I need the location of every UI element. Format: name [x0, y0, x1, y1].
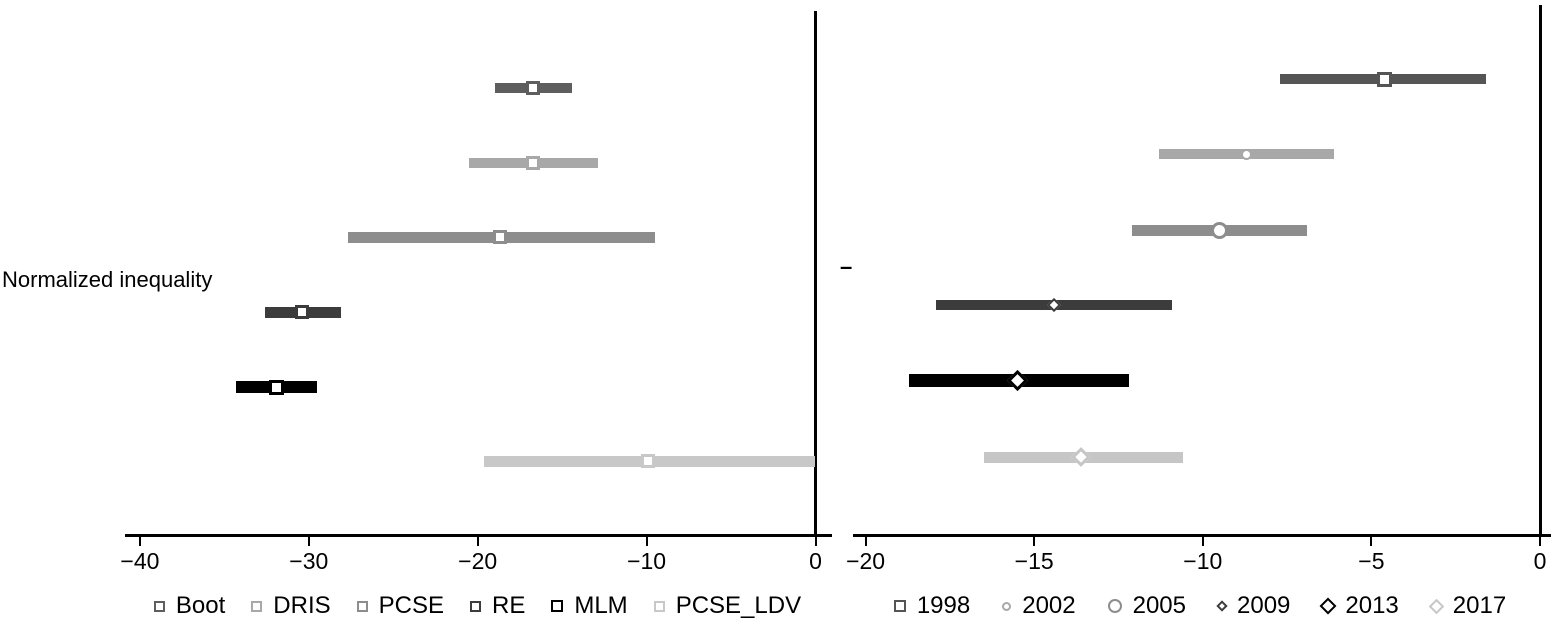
estimate-marker-dris — [526, 156, 541, 170]
legend-diamond-icon — [1216, 600, 1228, 612]
axis-tick — [1370, 534, 1373, 546]
estimate-marker-pcse_ldv — [641, 454, 656, 468]
legend-label: 2013 — [1345, 592, 1399, 619]
legend-left: Boot DRIS PCSE RE MLM PCSE_LDV — [120, 593, 835, 619]
zero-reference-line — [1538, 5, 1542, 535]
legend-label: 2005 — [1132, 592, 1186, 619]
axis-tick — [476, 534, 479, 546]
legend-item-2013[interactable]: 2013 — [1319, 592, 1399, 619]
legend-square-icon — [653, 600, 665, 612]
estimate-marker-2002 — [1241, 148, 1253, 160]
legend-label: PCSE_LDV — [675, 592, 802, 619]
legend-item-boot[interactable]: Boot — [153, 592, 226, 619]
zero-reference-line — [814, 11, 817, 535]
legend-label: Boot — [175, 592, 226, 619]
legend-label: DRIS — [273, 592, 331, 619]
category-label-right-dash: – — [840, 254, 853, 279]
estimate-marker-2017 — [1071, 447, 1092, 467]
tick-label: −40 — [120, 548, 160, 574]
axis-tick — [645, 534, 648, 546]
estimate-marker-boot — [526, 81, 541, 95]
legend-item-2005[interactable]: 2005 — [1107, 592, 1186, 619]
legend-item-2009[interactable]: 2009 — [1216, 592, 1291, 619]
legend-square-icon — [470, 600, 481, 612]
legend-square-icon — [551, 600, 564, 612]
axis-tick — [1033, 534, 1036, 546]
legend-square-icon — [893, 600, 906, 612]
axis-tick — [864, 534, 867, 546]
legend-label: 2002 — [1022, 592, 1076, 619]
legend-right: 1998 2002 2005 2009 2013 2017 — [845, 593, 1555, 619]
estimate-marker-1998 — [1377, 71, 1393, 87]
legend-diamond-icon — [1319, 597, 1337, 615]
tick-label: −5 — [1358, 548, 1385, 574]
legend-label: RE — [492, 592, 526, 619]
legend-label: 2017 — [1452, 592, 1507, 619]
tick-label: −30 — [289, 548, 329, 574]
axis-tick — [1201, 534, 1204, 546]
axis-tick — [814, 534, 817, 546]
legend-label: 1998 — [916, 592, 971, 619]
legend-square-icon — [356, 600, 368, 612]
tick-label: −20 — [846, 548, 886, 574]
legend-item-1998[interactable]: 1998 — [893, 592, 971, 619]
legend-item-2017[interactable]: 2017 — [1428, 592, 1507, 619]
category-label-left: Normalized inequality — [2, 267, 213, 292]
estimate-marker-2005 — [1211, 221, 1229, 239]
legend-circle-icon — [1107, 599, 1122, 613]
legend-square-icon — [251, 600, 263, 612]
legend-label: 2009 — [1237, 592, 1291, 619]
tick-label: 0 — [1533, 548, 1547, 574]
legend-item-mlm[interactable]: MLM — [551, 592, 628, 619]
legend-label: PCSE — [378, 592, 444, 619]
legend-item-2002[interactable]: 2002 — [1002, 592, 1076, 619]
legend-circle-icon — [1002, 601, 1012, 611]
tick-label: −20 — [458, 548, 498, 574]
tick-label: −15 — [1014, 548, 1054, 574]
legend-item-pcse[interactable]: PCSE — [356, 592, 444, 619]
legend-item-re[interactable]: RE — [470, 593, 525, 619]
legend-label: MLM — [574, 592, 628, 619]
axis-tick — [1539, 534, 1541, 546]
legend-item-dris[interactable]: DRIS — [251, 592, 331, 619]
axis-tick — [138, 534, 141, 546]
axis-tick — [307, 534, 310, 546]
tick-label: −10 — [627, 548, 667, 574]
estimate-marker-mlm — [269, 379, 285, 395]
legend-diamond-icon — [1428, 598, 1445, 614]
tick-label: −10 — [1183, 548, 1223, 574]
tick-label: 0 — [809, 548, 822, 574]
estimate-marker-re — [295, 305, 310, 319]
legend-square-icon — [153, 600, 165, 612]
estimate-marker-pcse — [492, 230, 507, 244]
legend-item-pcse_ldv[interactable]: PCSE_LDV — [653, 592, 802, 619]
